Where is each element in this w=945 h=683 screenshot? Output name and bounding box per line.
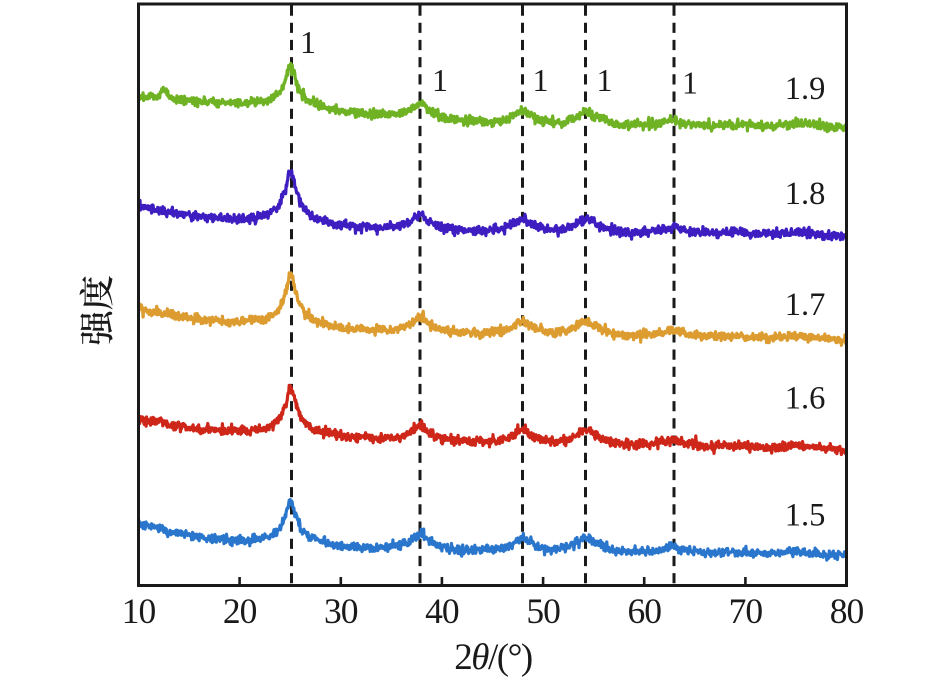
svg-text:1.7: 1.7 xyxy=(785,287,826,323)
svg-text:1.6: 1.6 xyxy=(785,381,826,417)
svg-text:50: 50 xyxy=(526,591,560,631)
svg-text:1.9: 1.9 xyxy=(785,71,826,107)
svg-text:1.5: 1.5 xyxy=(785,498,826,534)
svg-text:1: 1 xyxy=(432,62,448,98)
svg-text:20: 20 xyxy=(223,591,257,631)
svg-text:30: 30 xyxy=(324,591,358,631)
svg-text:1: 1 xyxy=(682,65,698,101)
svg-text:1: 1 xyxy=(300,24,316,60)
svg-text:80: 80 xyxy=(830,591,864,631)
svg-text:1: 1 xyxy=(533,62,549,98)
svg-text:1: 1 xyxy=(597,62,613,98)
svg-text:10: 10 xyxy=(122,591,156,631)
svg-text:70: 70 xyxy=(729,591,763,631)
svg-text:60: 60 xyxy=(627,591,661,631)
svg-text:40: 40 xyxy=(425,591,459,631)
svg-text:2θ/(°): 2θ/(°) xyxy=(454,637,532,678)
svg-text:1.8: 1.8 xyxy=(785,176,826,212)
